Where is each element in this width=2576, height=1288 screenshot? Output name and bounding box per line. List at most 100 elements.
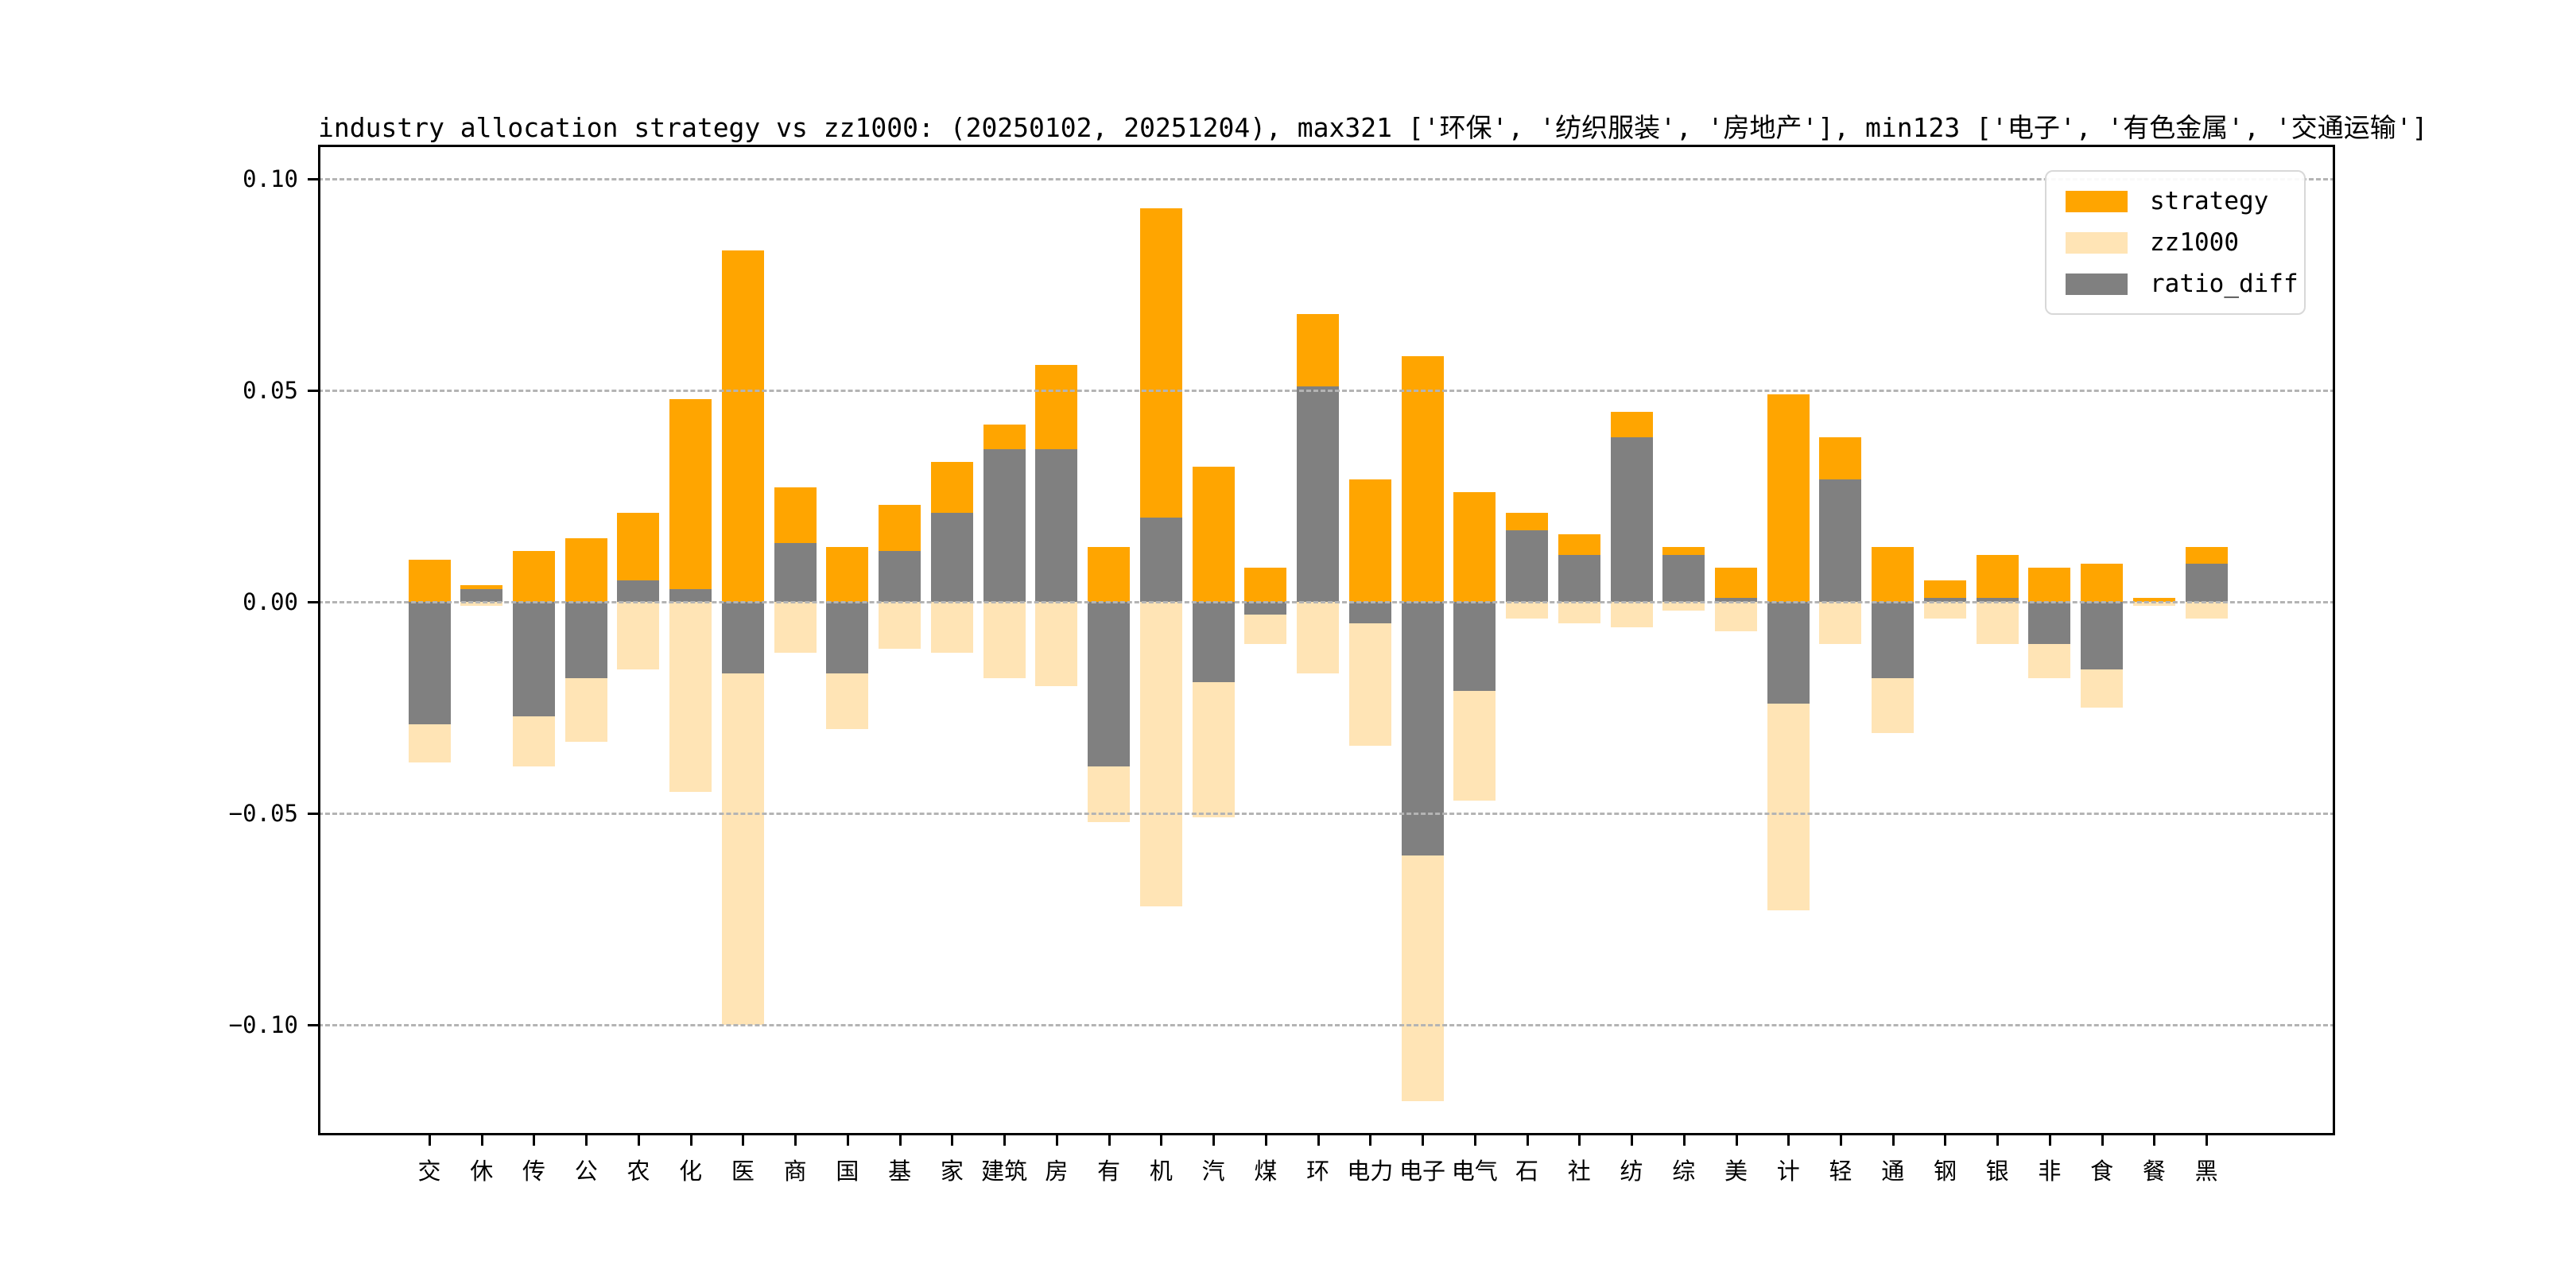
bar-strategy-美 (1715, 568, 1757, 602)
bar-zz1000-基 (879, 602, 921, 649)
bar-strategy-医 (721, 250, 764, 602)
bar-strategy-电气 (1453, 491, 1496, 602)
bar-ratio_diff-食 (2081, 602, 2124, 670)
x-tick-mark (2101, 1135, 2104, 1146)
x-tick-label-环: 环 (1306, 1158, 1330, 1185)
x-tick-label-钢: 钢 (1933, 1158, 1957, 1185)
x-tick-label-纺: 纺 (1620, 1158, 1643, 1185)
x-tick-mark (480, 1135, 483, 1146)
bar-zz1000-农 (617, 602, 660, 670)
x-tick-mark (846, 1135, 849, 1146)
bar-zz1000-轻 (1819, 602, 1862, 645)
x-tick-mark (1631, 1135, 1634, 1146)
x-tick-mark (1891, 1135, 1895, 1146)
bar-zz1000-化 (669, 602, 712, 793)
x-tick-label-汽: 汽 (1201, 1158, 1225, 1185)
y-tick-mark (308, 178, 318, 180)
bar-ratio_diff-电子 (1401, 602, 1444, 856)
legend-item-zz1000: zz1000 (2066, 226, 2285, 259)
bar-strategy-交 (408, 559, 451, 602)
x-tick-label-通: 通 (1881, 1158, 1905, 1185)
bar-zz1000-纺 (1610, 602, 1653, 627)
x-tick-label-黑: 黑 (2194, 1158, 2218, 1185)
bar-ratio_diff-汽 (1192, 602, 1235, 683)
bar-strategy-公 (564, 538, 607, 602)
x-tick-mark (2206, 1135, 2209, 1146)
bar-zz1000-机 (1139, 602, 1182, 907)
x-tick-mark (1526, 1135, 1529, 1146)
bar-zz1000-环 (1297, 602, 1340, 674)
x-tick-label-银: 银 (1985, 1158, 2009, 1185)
x-tick-mark (533, 1135, 536, 1146)
bar-ratio_diff-煤 (1244, 602, 1287, 615)
zz1000-swatch-icon (2066, 231, 2128, 254)
bar-ratio_diff-休 (460, 589, 503, 602)
x-tick-label-农: 农 (627, 1158, 650, 1185)
bar-ratio_diff-化 (669, 589, 712, 602)
bar-strategy-餐 (2132, 597, 2175, 602)
bar-ratio_diff-石 (1506, 530, 1549, 602)
bar-strategy-国 (826, 546, 869, 602)
x-tick-mark (2048, 1135, 2051, 1146)
x-tick-label-建筑: 建筑 (981, 1158, 1028, 1185)
x-tick-label-医: 医 (731, 1158, 755, 1185)
bar-ratio_diff-轻 (1819, 479, 1862, 602)
x-tick-mark (2153, 1135, 2156, 1146)
x-tick-label-家: 家 (940, 1158, 964, 1185)
chart-title: industry allocation strategy vs zz1000: … (318, 112, 2428, 143)
bar-ratio_diff-电力 (1348, 602, 1391, 623)
ratio-diff-swatch-icon (2066, 273, 2128, 295)
x-tick-label-房: 房 (1045, 1158, 1069, 1185)
x-tick-mark (1944, 1135, 1947, 1146)
x-tick-label-商: 商 (783, 1158, 807, 1185)
bar-strategy-电子 (1401, 356, 1444, 602)
x-tick-label-非: 非 (2038, 1158, 2062, 1185)
x-tick-mark (951, 1135, 954, 1146)
x-tick-mark (1996, 1135, 2000, 1146)
y-tick-mark (308, 390, 318, 392)
y-tick-label: 0.00 (242, 588, 298, 615)
bar-zz1000-房 (1035, 602, 1078, 687)
bar-zz1000-商 (774, 602, 817, 653)
x-tick-mark (1578, 1135, 1581, 1146)
bar-ratio_diff-通 (1872, 602, 1915, 678)
x-tick-label-传: 传 (522, 1158, 545, 1185)
y-tick-mark (308, 813, 318, 815)
bar-ratio_diff-非 (2028, 602, 2071, 645)
bar-ratio_diff-综 (1662, 555, 1705, 602)
x-tick-label-休: 休 (470, 1158, 494, 1185)
x-tick-label-社: 社 (1567, 1158, 1591, 1185)
legend-item-ratio-diff: ratio_diff (2066, 267, 2299, 301)
bar-ratio_diff-家 (930, 513, 973, 602)
bar-ratio_diff-传 (512, 602, 555, 716)
bar-zz1000-石 (1506, 602, 1549, 619)
x-tick-mark (1735, 1135, 1738, 1146)
bar-strategy-计 (1767, 394, 1810, 602)
bar-zz1000-社 (1558, 602, 1600, 623)
bar-ratio_diff-电气 (1453, 602, 1496, 691)
bar-ratio_diff-房 (1035, 449, 1078, 602)
bar-strategy-煤 (1244, 568, 1287, 602)
bar-ratio_diff-公 (564, 602, 607, 678)
y-tick-mark (308, 1024, 318, 1026)
y-tick-label: 0.05 (242, 377, 298, 404)
bar-zz1000-钢 (1923, 602, 1966, 619)
x-tick-label-综: 综 (1672, 1158, 1696, 1185)
x-tick-mark (1317, 1135, 1320, 1146)
x-tick-mark (1003, 1135, 1007, 1146)
x-tick-label-化: 化 (679, 1158, 703, 1185)
bar-ratio_diff-基 (879, 551, 921, 602)
bar-zz1000-黑 (2185, 602, 2228, 619)
x-tick-label-轻: 轻 (1829, 1158, 1852, 1185)
bar-strategy-食 (2081, 564, 2124, 602)
x-tick-mark (1264, 1135, 1267, 1146)
x-tick-mark (794, 1135, 797, 1146)
x-tick-label-石: 石 (1515, 1158, 1539, 1185)
x-tick-mark (742, 1135, 745, 1146)
x-tick-mark (1422, 1135, 1425, 1146)
bar-strategy-非 (2028, 568, 2071, 602)
bar-ratio_diff-银 (1976, 597, 2019, 602)
bar-ratio_diff-国 (826, 602, 869, 674)
bar-ratio_diff-纺 (1610, 436, 1653, 602)
